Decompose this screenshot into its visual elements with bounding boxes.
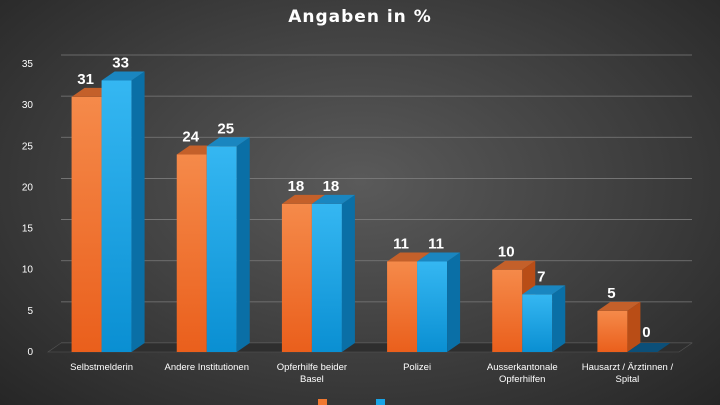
- bar-front: [417, 261, 448, 352]
- bar-blue-1: [206, 137, 250, 352]
- data-label: 5: [607, 285, 615, 302]
- data-label: 7: [537, 268, 545, 285]
- bar-top: [281, 194, 325, 204]
- bar-blue-3: [417, 252, 461, 352]
- bar-blue-4: [522, 285, 566, 352]
- y-tick-label: 15: [22, 224, 34, 235]
- bar-blue-0: [101, 71, 145, 352]
- bar-front: [281, 203, 312, 352]
- data-label: 0: [642, 324, 650, 341]
- bar-front: [522, 294, 553, 352]
- y-tick-label: 20: [22, 182, 34, 193]
- chart-floor: [47, 342, 693, 353]
- bar-top: [417, 252, 461, 262]
- bar-top: [522, 285, 566, 295]
- data-labels: 31 33 24 25 18 18 11 11 10 7 5 0: [77, 54, 650, 341]
- gridlines: [61, 54, 692, 344]
- bar-top: [387, 252, 431, 262]
- data-label: 11: [428, 235, 444, 252]
- x-axis-categories: Selbstmelderin Andere Institutionen Opferh…: [70, 362, 673, 385]
- bar-front: [101, 80, 132, 352]
- bar-top: [311, 194, 355, 204]
- y-tick-label: 30: [22, 100, 34, 111]
- y-tick-label: 0: [27, 347, 33, 358]
- bar-side: [341, 194, 355, 352]
- bar-top: [627, 343, 671, 352]
- category-label: Andere Institutionen: [164, 362, 249, 373]
- bar-blue-2: [311, 194, 355, 352]
- bar-side: [236, 137, 250, 352]
- data-label: 18: [288, 178, 305, 195]
- legend-swatch-1: [376, 399, 385, 405]
- bar-front: [311, 203, 342, 352]
- bar-top: [492, 260, 536, 270]
- bar-front: [206, 146, 237, 352]
- chart-title: Angaben in %: [288, 7, 432, 27]
- category-label: Polizei: [403, 362, 431, 373]
- bar-front: [71, 96, 102, 353]
- category-label: Opferhilfe beider Basel: [277, 362, 347, 385]
- bar-side: [447, 252, 461, 352]
- y-tick-label: 25: [22, 141, 34, 152]
- bar-front: [387, 261, 418, 352]
- bar-front: [492, 269, 523, 352]
- category-label: Selbstmelderin: [70, 362, 133, 373]
- data-label: 24: [182, 129, 199, 146]
- y-axis-ticks: 0 5 10 15 20 25 30 35: [22, 59, 34, 358]
- bar-front: [176, 154, 207, 352]
- data-label: 31: [77, 71, 94, 88]
- bar-top: [206, 137, 250, 147]
- bar-top: [101, 71, 145, 81]
- bar-side: [627, 301, 641, 352]
- y-tick-label: 10: [22, 265, 34, 276]
- bar-side: [552, 285, 566, 352]
- bar-top: [597, 301, 641, 311]
- data-label: 25: [217, 120, 234, 137]
- legend: [318, 399, 385, 405]
- bar-orange-5: [597, 301, 641, 352]
- data-label: 11: [393, 235, 409, 252]
- bar-side: [131, 71, 145, 352]
- bars: [71, 71, 671, 353]
- data-label: 18: [323, 178, 340, 195]
- bar-blue-5: [627, 343, 671, 352]
- data-label: 10: [498, 244, 515, 261]
- y-tick-label: 5: [27, 306, 33, 317]
- data-label: 33: [112, 54, 129, 71]
- y-tick-label: 35: [22, 59, 34, 70]
- floor-plane: [47, 342, 693, 353]
- bar-front: [597, 310, 628, 352]
- category-label: Hausarzt / Ärztinnen / Spital: [582, 362, 674, 385]
- category-label: Ausserkantonale Opferhilfen: [487, 362, 558, 385]
- legend-swatch-0: [318, 399, 327, 405]
